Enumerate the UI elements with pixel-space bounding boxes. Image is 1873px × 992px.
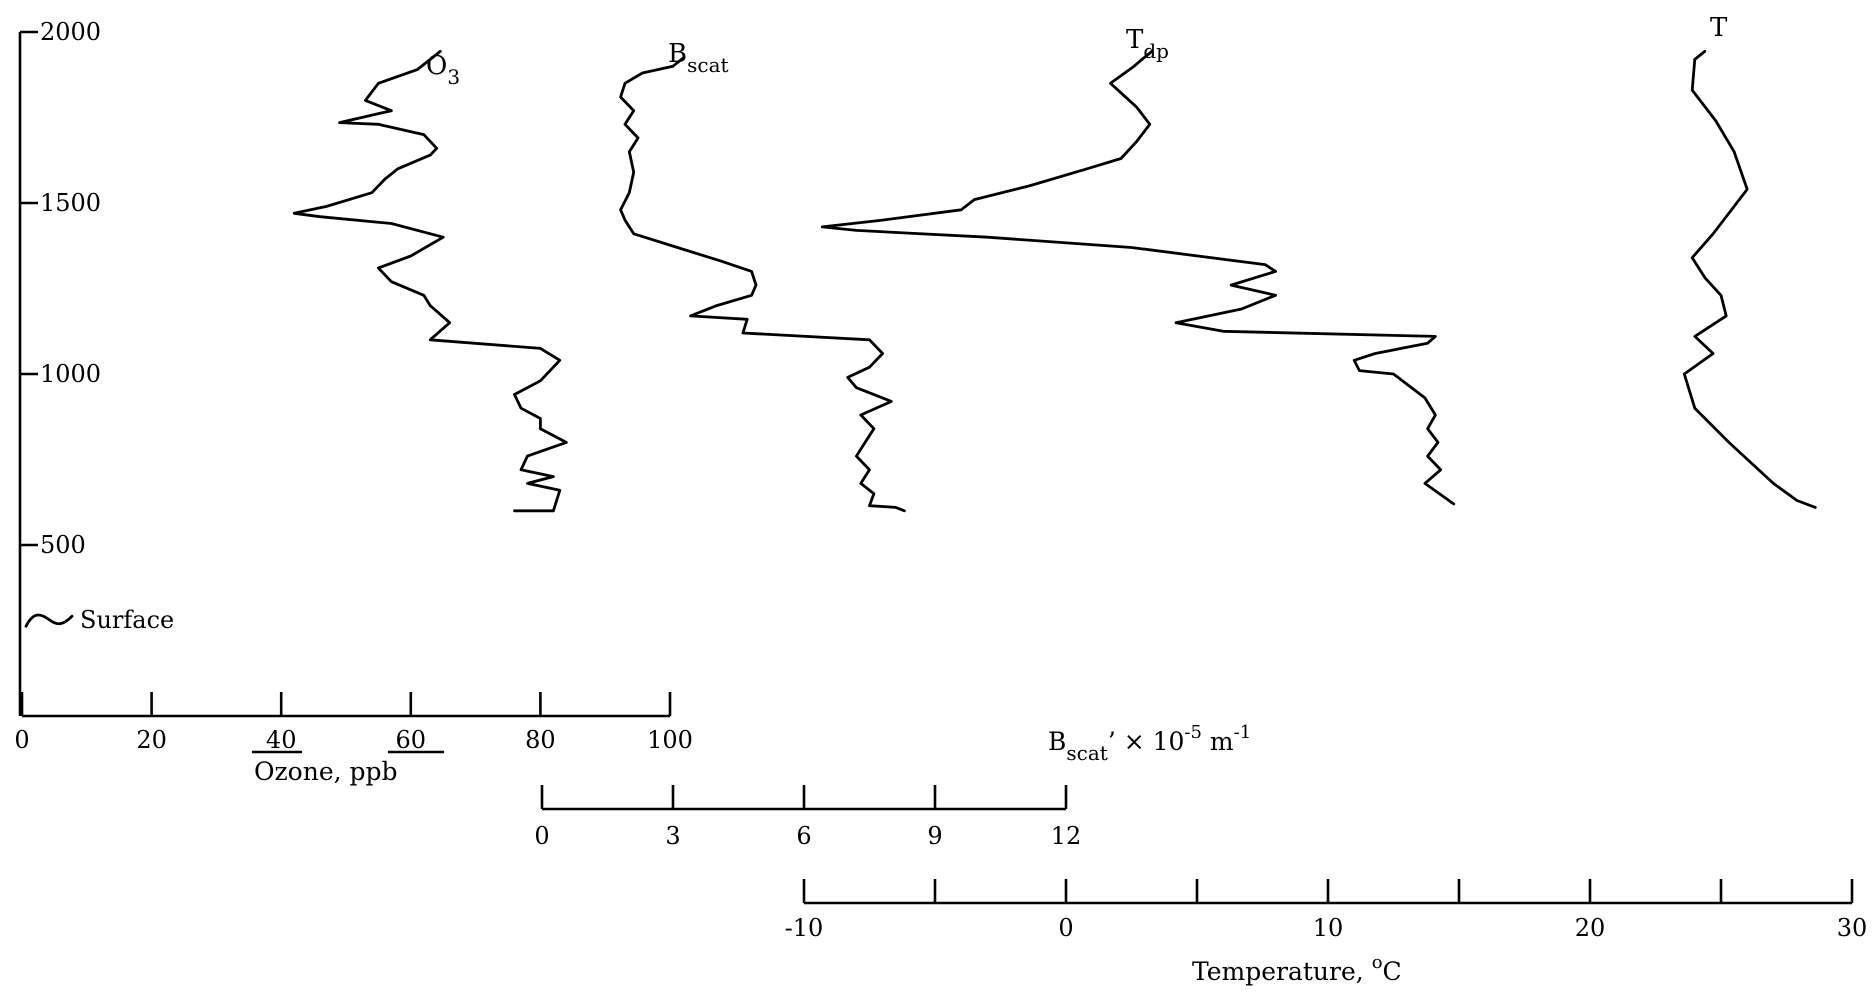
series-line-tdp <box>820 58 1456 506</box>
series-label-sub: dp <box>1143 39 1169 63</box>
ozone-axis: 0 20 40 60 80 100 <box>14 692 693 754</box>
bscat-tick-label: 0 <box>534 822 549 850</box>
series-curves <box>292 49 1817 513</box>
series-line-end-bscat <box>671 56 685 68</box>
ozone-tick-label: 100 <box>647 726 693 754</box>
series-line-o3 <box>292 58 568 513</box>
series-line-t <box>1682 58 1817 509</box>
bscat-axis-title-exp: -5 <box>1184 722 1202 743</box>
surface-marker <box>24 613 74 628</box>
bscat-axis-title: Bscat’ × 10-5 m-1 <box>1048 722 1251 765</box>
y-tick-label: 1500 <box>40 189 101 217</box>
series-label-main: B <box>668 39 687 69</box>
ozone-tick-label: 40 <box>266 726 297 754</box>
temperature-axis-title-deg: o <box>1372 952 1383 973</box>
temperature-axis: -10 0 10 20 30 <box>785 879 1868 942</box>
ozone-tick-label: 60 <box>396 726 427 754</box>
bscat-tick-label: 6 <box>796 822 811 850</box>
bscat-axis: 0 3 6 9 12 <box>534 785 1081 850</box>
temperature-tick-label: 30 <box>1837 914 1868 942</box>
temperature-tick-label: 0 <box>1058 914 1073 942</box>
bscat-tick-label: 9 <box>927 822 942 850</box>
ozone-tick-label: 20 <box>136 726 167 754</box>
series-label-sub: scat <box>687 53 728 77</box>
temperature-axis-title: Temperature, oC <box>1192 952 1402 986</box>
surface-label: Surface <box>80 606 174 634</box>
y-tick-label: 500 <box>40 531 86 559</box>
series-label-tdp: Tdp <box>1126 25 1169 63</box>
ozone-axis-title: Ozone, ppb <box>254 757 398 786</box>
series-line-end-tdp <box>1140 49 1154 61</box>
bscat-tick-label: 12 <box>1051 822 1082 850</box>
series-label-o3: O3 <box>426 51 460 89</box>
series-label-main: O <box>426 51 447 81</box>
x-axes: 0 20 40 60 80 100 0 3 6 9 12 -10 0 10 20 30 Ozone, ppb Bs… <box>14 692 1867 986</box>
series-label-sub: 3 <box>447 65 460 89</box>
bscat-axis-title-sub: scat <box>1066 741 1107 765</box>
temperature-axis-title-text: Temperature, <box>1192 957 1372 986</box>
bscat-axis-title-unit: m <box>1202 727 1234 756</box>
bscat-axis-title-main: B <box>1048 727 1066 756</box>
y-tick-label: 1000 <box>40 360 101 388</box>
ozone-tick-label: 0 <box>14 726 29 754</box>
temperature-axis-title-unit: C <box>1383 957 1402 986</box>
series-label-main: T <box>1126 25 1144 55</box>
bscat-axis-title-unit-exp: -1 <box>1234 722 1252 743</box>
series-line-end-o3 <box>428 49 442 61</box>
bscat-tick-label: 3 <box>665 822 680 850</box>
series-line-bscat <box>619 64 906 513</box>
bscat-axis-title-rest: ’ × 10 <box>1108 727 1185 756</box>
altitude-axis: 500 1000 1500 2000 Surface <box>18 18 174 716</box>
temperature-tick-label: -10 <box>785 914 824 942</box>
ozone-tick-label: 80 <box>525 726 556 754</box>
series-label-t: T <box>1710 13 1728 43</box>
temperature-tick-label: 20 <box>1575 914 1606 942</box>
series-label-main: T <box>1710 13 1728 43</box>
series-label-bscat: Bscat <box>668 39 729 77</box>
y-tick-label: 2000 <box>40 18 101 46</box>
temperature-tick-label: 10 <box>1313 914 1344 942</box>
series-line-end-t <box>1693 49 1707 61</box>
